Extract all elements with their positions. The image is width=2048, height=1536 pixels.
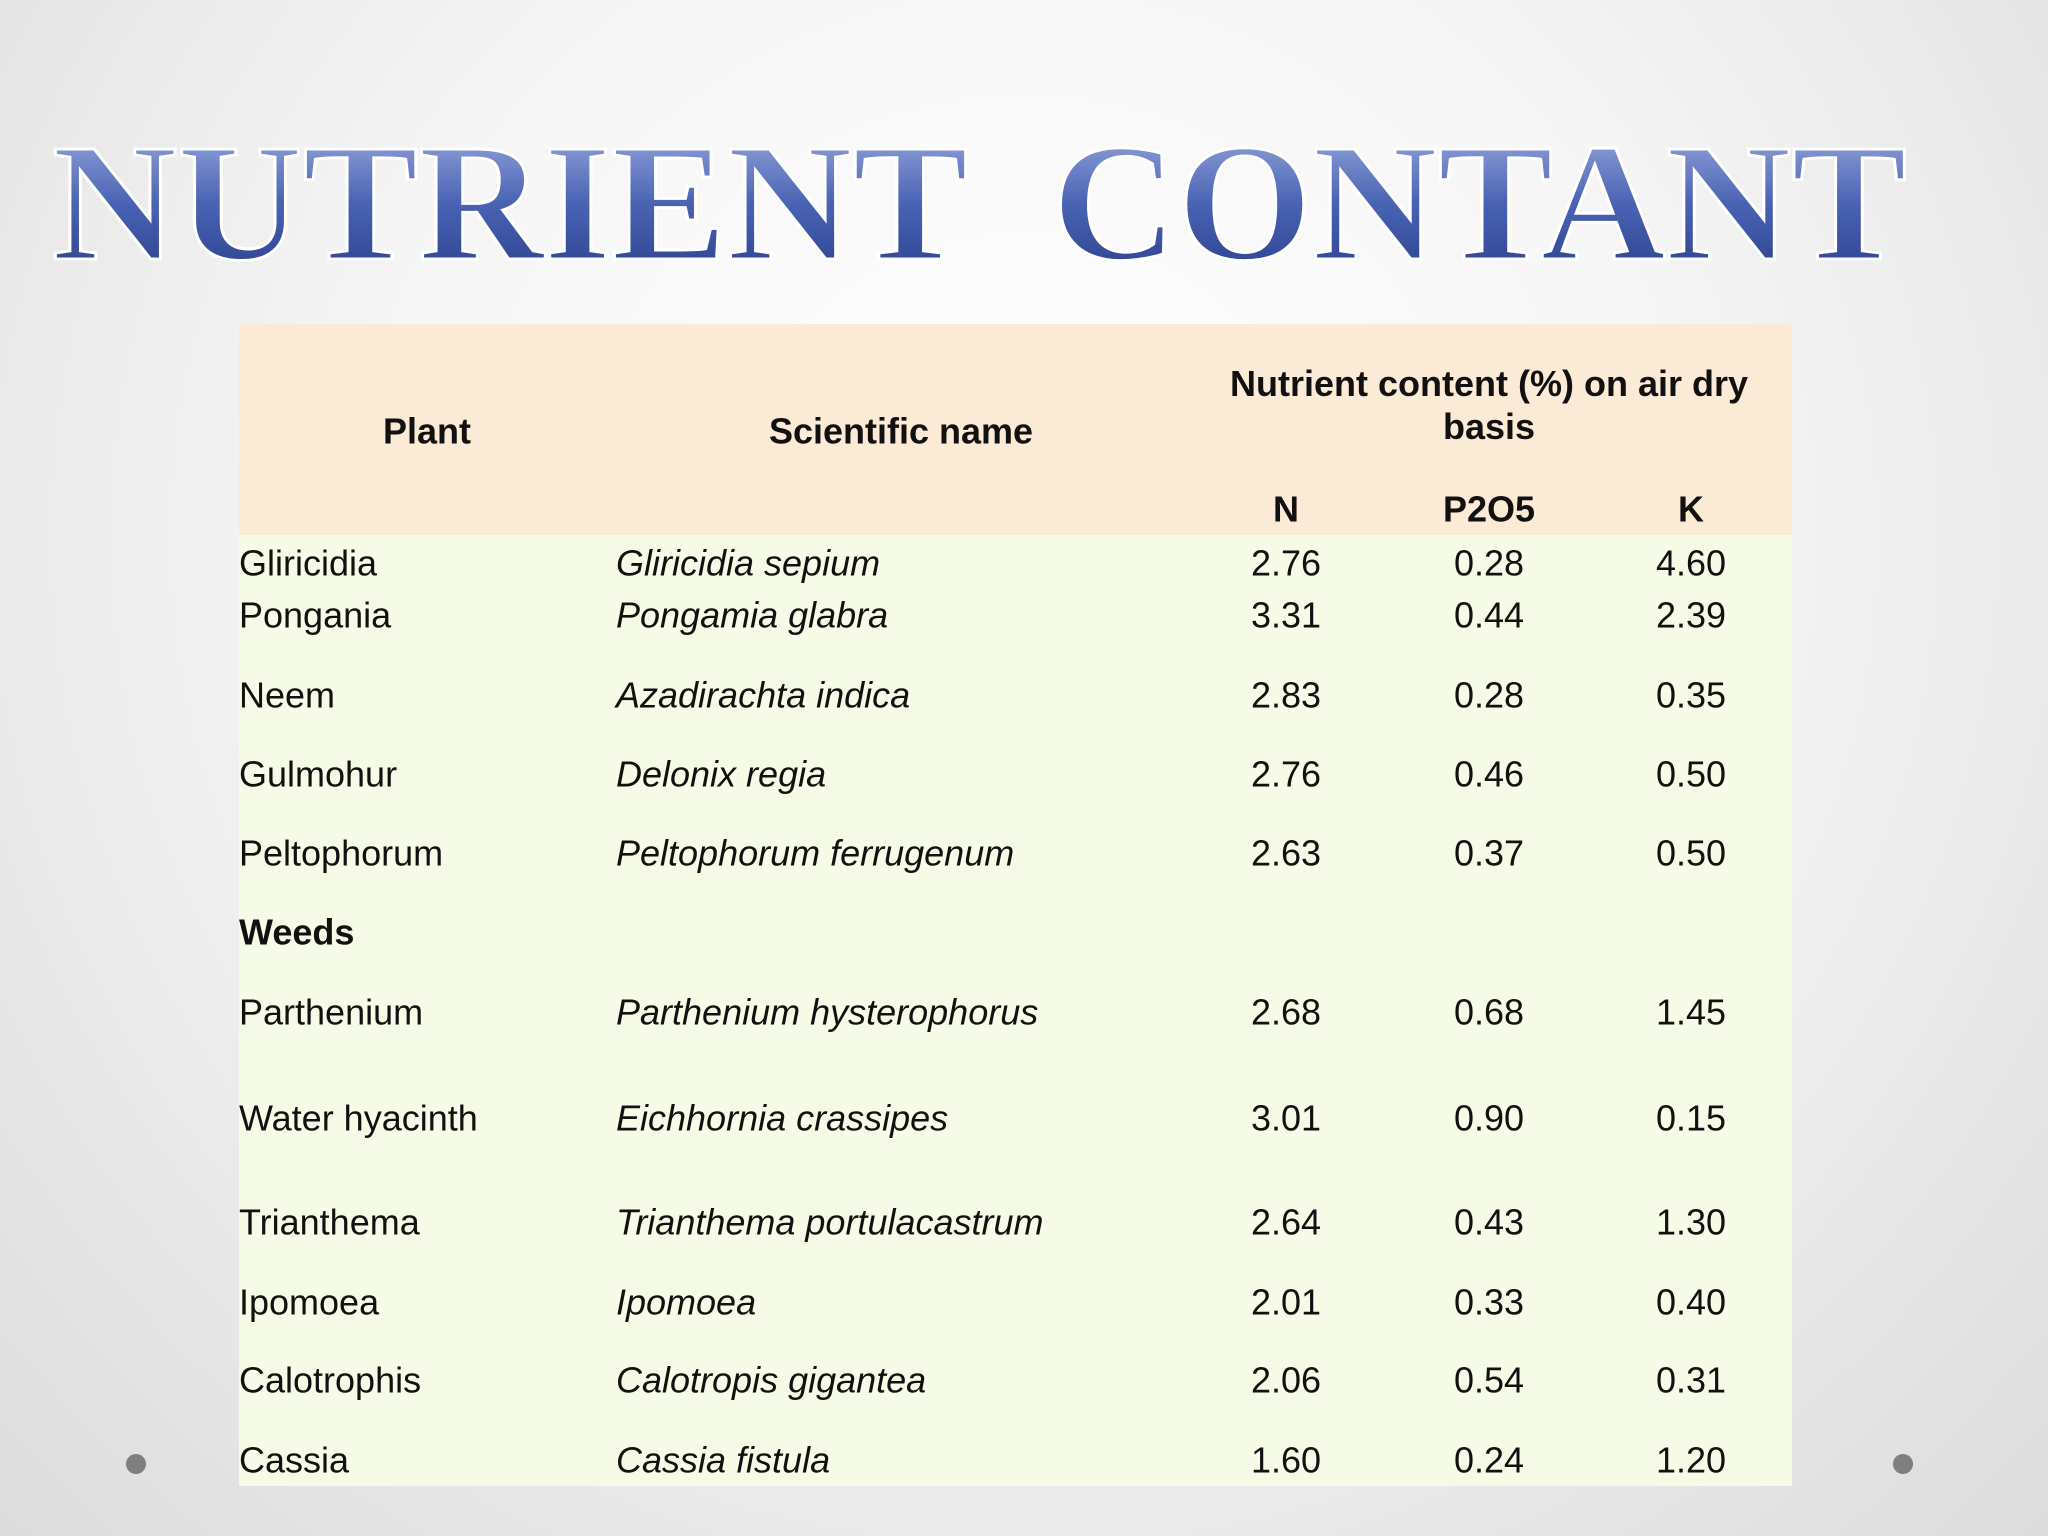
bullet-dot <box>1893 1454 1913 1474</box>
header-cell: Plant <box>382 410 472 452</box>
k-cell: 1.30 <box>1655 1201 1727 1243</box>
n-cell: 2.01 <box>1250 1281 1322 1323</box>
k-cell: 0.40 <box>1655 1281 1727 1323</box>
k-cell: 0.50 <box>1655 753 1727 795</box>
plant-cell: Water hyacinth <box>239 1097 478 1139</box>
plant-cell: Gulmohur <box>239 753 398 795</box>
p2o5-cell: 0.90 <box>1453 1097 1525 1139</box>
k-cell: 1.20 <box>1655 1439 1727 1481</box>
title-area: NUTRIENT CONTANT <box>51 109 1909 298</box>
k-cell: 0.50 <box>1655 832 1727 874</box>
scientific-cell: Trianthema portulacastrum <box>616 1201 1044 1243</box>
section-heading: Weeds <box>239 911 355 953</box>
scientific-cell: Calotropis gigantea <box>616 1359 927 1401</box>
n-cell: 1.60 <box>1250 1439 1322 1481</box>
scientific-cell: Parthenium hysterophorus <box>616 991 1039 1033</box>
plant-cell: Pongania <box>239 594 392 636</box>
bullet-dot <box>126 1454 146 1474</box>
scientific-cell: Gliricidia sepium <box>616 542 881 584</box>
scientific-cell: Delonix regia <box>616 753 827 795</box>
header-cell: K <box>1678 488 1704 530</box>
p2o5-cell: 0.54 <box>1453 1359 1525 1401</box>
header-cell: Scientific name <box>768 410 1034 452</box>
p2o5-cell: 0.28 <box>1453 542 1525 584</box>
plant-cell: Gliricidia <box>239 542 378 584</box>
plant-cell: Peltophorum <box>239 832 444 874</box>
plant-cell: Calotrophis <box>239 1359 422 1401</box>
scientific-cell: Cassia fistula <box>616 1439 831 1481</box>
k-cell: 0.31 <box>1655 1359 1727 1401</box>
p2o5-cell: 0.33 <box>1453 1281 1525 1323</box>
p2o5-cell: 0.46 <box>1453 753 1525 795</box>
n-cell: 2.76 <box>1250 542 1322 584</box>
table-header <box>239 324 1792 535</box>
n-cell: 2.64 <box>1250 1201 1322 1243</box>
p2o5-cell: 0.37 <box>1453 832 1525 874</box>
scientific-cell: Ipomoea <box>616 1281 757 1323</box>
n-cell: 2.63 <box>1250 832 1322 874</box>
p2o5-cell: 0.24 <box>1453 1439 1525 1481</box>
scientific-cell: Eichhornia crassipes <box>616 1097 949 1139</box>
k-cell: 2.39 <box>1655 594 1727 636</box>
k-cell: 4.60 <box>1655 542 1727 584</box>
plant-cell: Trianthema <box>239 1201 420 1243</box>
table-body <box>239 535 1792 1486</box>
n-cell: 2.83 <box>1250 674 1322 716</box>
scientific-cell: Pongamia glabra <box>616 594 889 636</box>
n-cell: 3.01 <box>1250 1097 1322 1139</box>
header-cell: P2O5 <box>1442 488 1536 530</box>
k-cell: 1.45 <box>1655 991 1727 1033</box>
n-cell: 2.68 <box>1250 991 1322 1033</box>
k-cell: 0.15 <box>1655 1097 1727 1139</box>
n-cell: 3.31 <box>1250 594 1322 636</box>
p2o5-cell: 0.43 <box>1453 1201 1525 1243</box>
n-cell: 2.76 <box>1250 753 1322 795</box>
plant-cell: Neem <box>239 674 336 716</box>
scientific-cell: Peltophorum ferrugenum <box>616 832 1015 874</box>
plant-cell: Cassia <box>239 1439 350 1481</box>
p2o5-cell: 0.44 <box>1453 594 1525 636</box>
plant-cell: Parthenium <box>239 991 424 1033</box>
plant-cell: Ipomoea <box>239 1281 380 1323</box>
p2o5-cell: 0.28 <box>1453 674 1525 716</box>
n-cell: 2.06 <box>1250 1359 1322 1401</box>
slide-title: NUTRIENT CONTANT <box>52 110 1907 296</box>
header-group: Nutrient content (%) on air dry basis <box>1229 362 1748 447</box>
k-cell: 0.35 <box>1655 674 1727 716</box>
scientific-cell: Azadirachta indica <box>616 674 911 716</box>
header-cell: N <box>1273 488 1299 530</box>
p2o5-cell: 0.68 <box>1453 991 1525 1033</box>
